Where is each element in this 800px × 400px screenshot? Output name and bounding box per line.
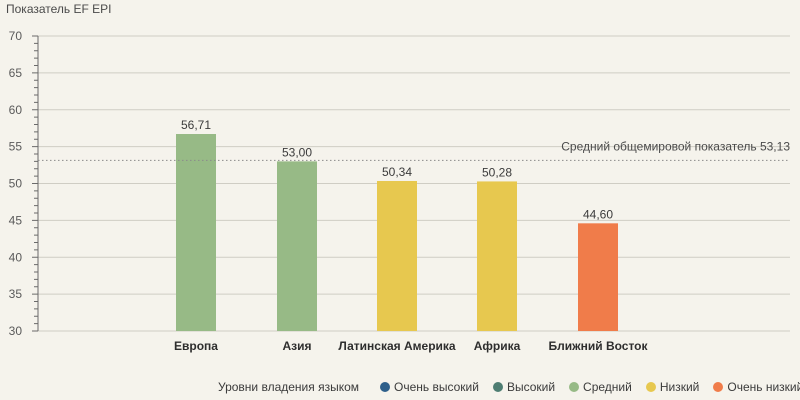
legend-title: Уровни владения языком [218,380,360,394]
legend-item: Очень высокий [380,380,479,394]
legend-item: Низкий [645,380,700,394]
bar [277,161,317,331]
x-category-label: Азия [282,339,311,353]
legend-item-label: Низкий [659,380,700,394]
bar [377,180,417,331]
bar [477,181,517,331]
legend: Уровни владения языком Очень высокий Высо… [0,376,800,398]
bar-value-label: 50,34 [382,165,412,179]
legend-item: Высокий [492,380,556,394]
bar [176,134,216,331]
y-tick-label: 35 [9,287,23,301]
legend-dot-icon [380,382,390,392]
bar-value-label: 50,28 [482,165,512,179]
y-tick-label: 60 [9,103,23,117]
y-tick-label: 65 [9,66,23,80]
reference-line-label: Средний общемировой показатель 53,13 [561,139,790,153]
legend-item-label: Очень высокий [394,380,479,394]
legend-item-label: Очень низкий [727,380,800,394]
bar [578,223,618,331]
x-category-label: Европа [174,339,218,353]
y-tick-label: 40 [9,250,23,264]
y-axis-title: Показатель EF EPI [6,2,112,16]
x-category-label: Африка [474,339,521,353]
bar-value-label: 53,00 [282,145,312,159]
legend-dot-icon [492,382,503,392]
legend-dot-icon [713,382,724,392]
legend-item: Средний [569,380,632,394]
x-category-label: Латинская Америка [338,339,456,353]
legend-item-label: Высокий [506,380,556,394]
legend-dot-icon [569,382,580,392]
y-tick-label: 55 [9,140,23,154]
bar-value-label: 56,71 [181,118,211,132]
y-tick-label: 45 [9,213,23,227]
x-category-label: Ближний Восток [548,339,648,353]
legend-items: Очень высокий Высокий Средний Низкий Очень н… [380,380,800,394]
legend-dot-icon [645,382,656,392]
legend-item: Очень низкий [713,380,800,394]
y-tick-label: 70 [9,29,23,43]
bar-value-label: 44,60 [583,207,613,221]
y-tick-label: 30 [9,324,23,338]
legend-item-label: Средний [583,380,632,394]
y-tick-label: 50 [9,177,23,191]
